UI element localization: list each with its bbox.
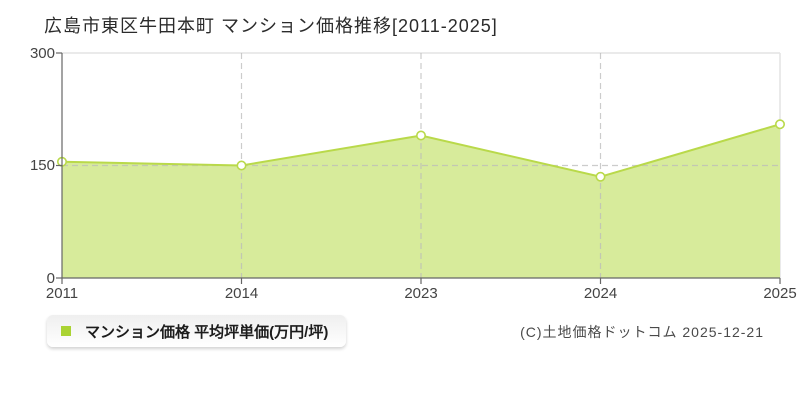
y-axis-label-300: 300: [30, 45, 55, 62]
legend-label: マンション価格 平均坪単価(万円/坪): [85, 323, 329, 341]
data-point-marker: [415, 130, 426, 141]
copyright-text: (C)土地価格ドットコム 2025-12-21: [520, 324, 764, 340]
axis-ticks: [56, 52, 781, 284]
x-axis-label-2014: 2014: [225, 285, 258, 302]
data-points: [56, 119, 785, 182]
x-axis-label-2025: 2025: [763, 285, 796, 302]
y-axis-label-150: 150: [30, 157, 55, 174]
legend: マンション価格 平均坪単価(万円/坪): [47, 315, 347, 347]
area-fill: [62, 124, 780, 278]
data-point-marker: [236, 160, 247, 171]
x-axis-label-2023: 2023: [404, 285, 437, 302]
data-point-marker: [774, 119, 785, 130]
legend-marker-icon: [61, 326, 71, 336]
page-title: 広島市東区牛田本町 マンション価格推移[2011-2025]: [44, 16, 498, 36]
y-axis-label-0: 0: [47, 270, 55, 287]
data-point-marker: [595, 171, 606, 182]
x-axis-label-2011: 2011: [46, 285, 78, 302]
x-axis-label-2024: 2024: [584, 285, 617, 302]
